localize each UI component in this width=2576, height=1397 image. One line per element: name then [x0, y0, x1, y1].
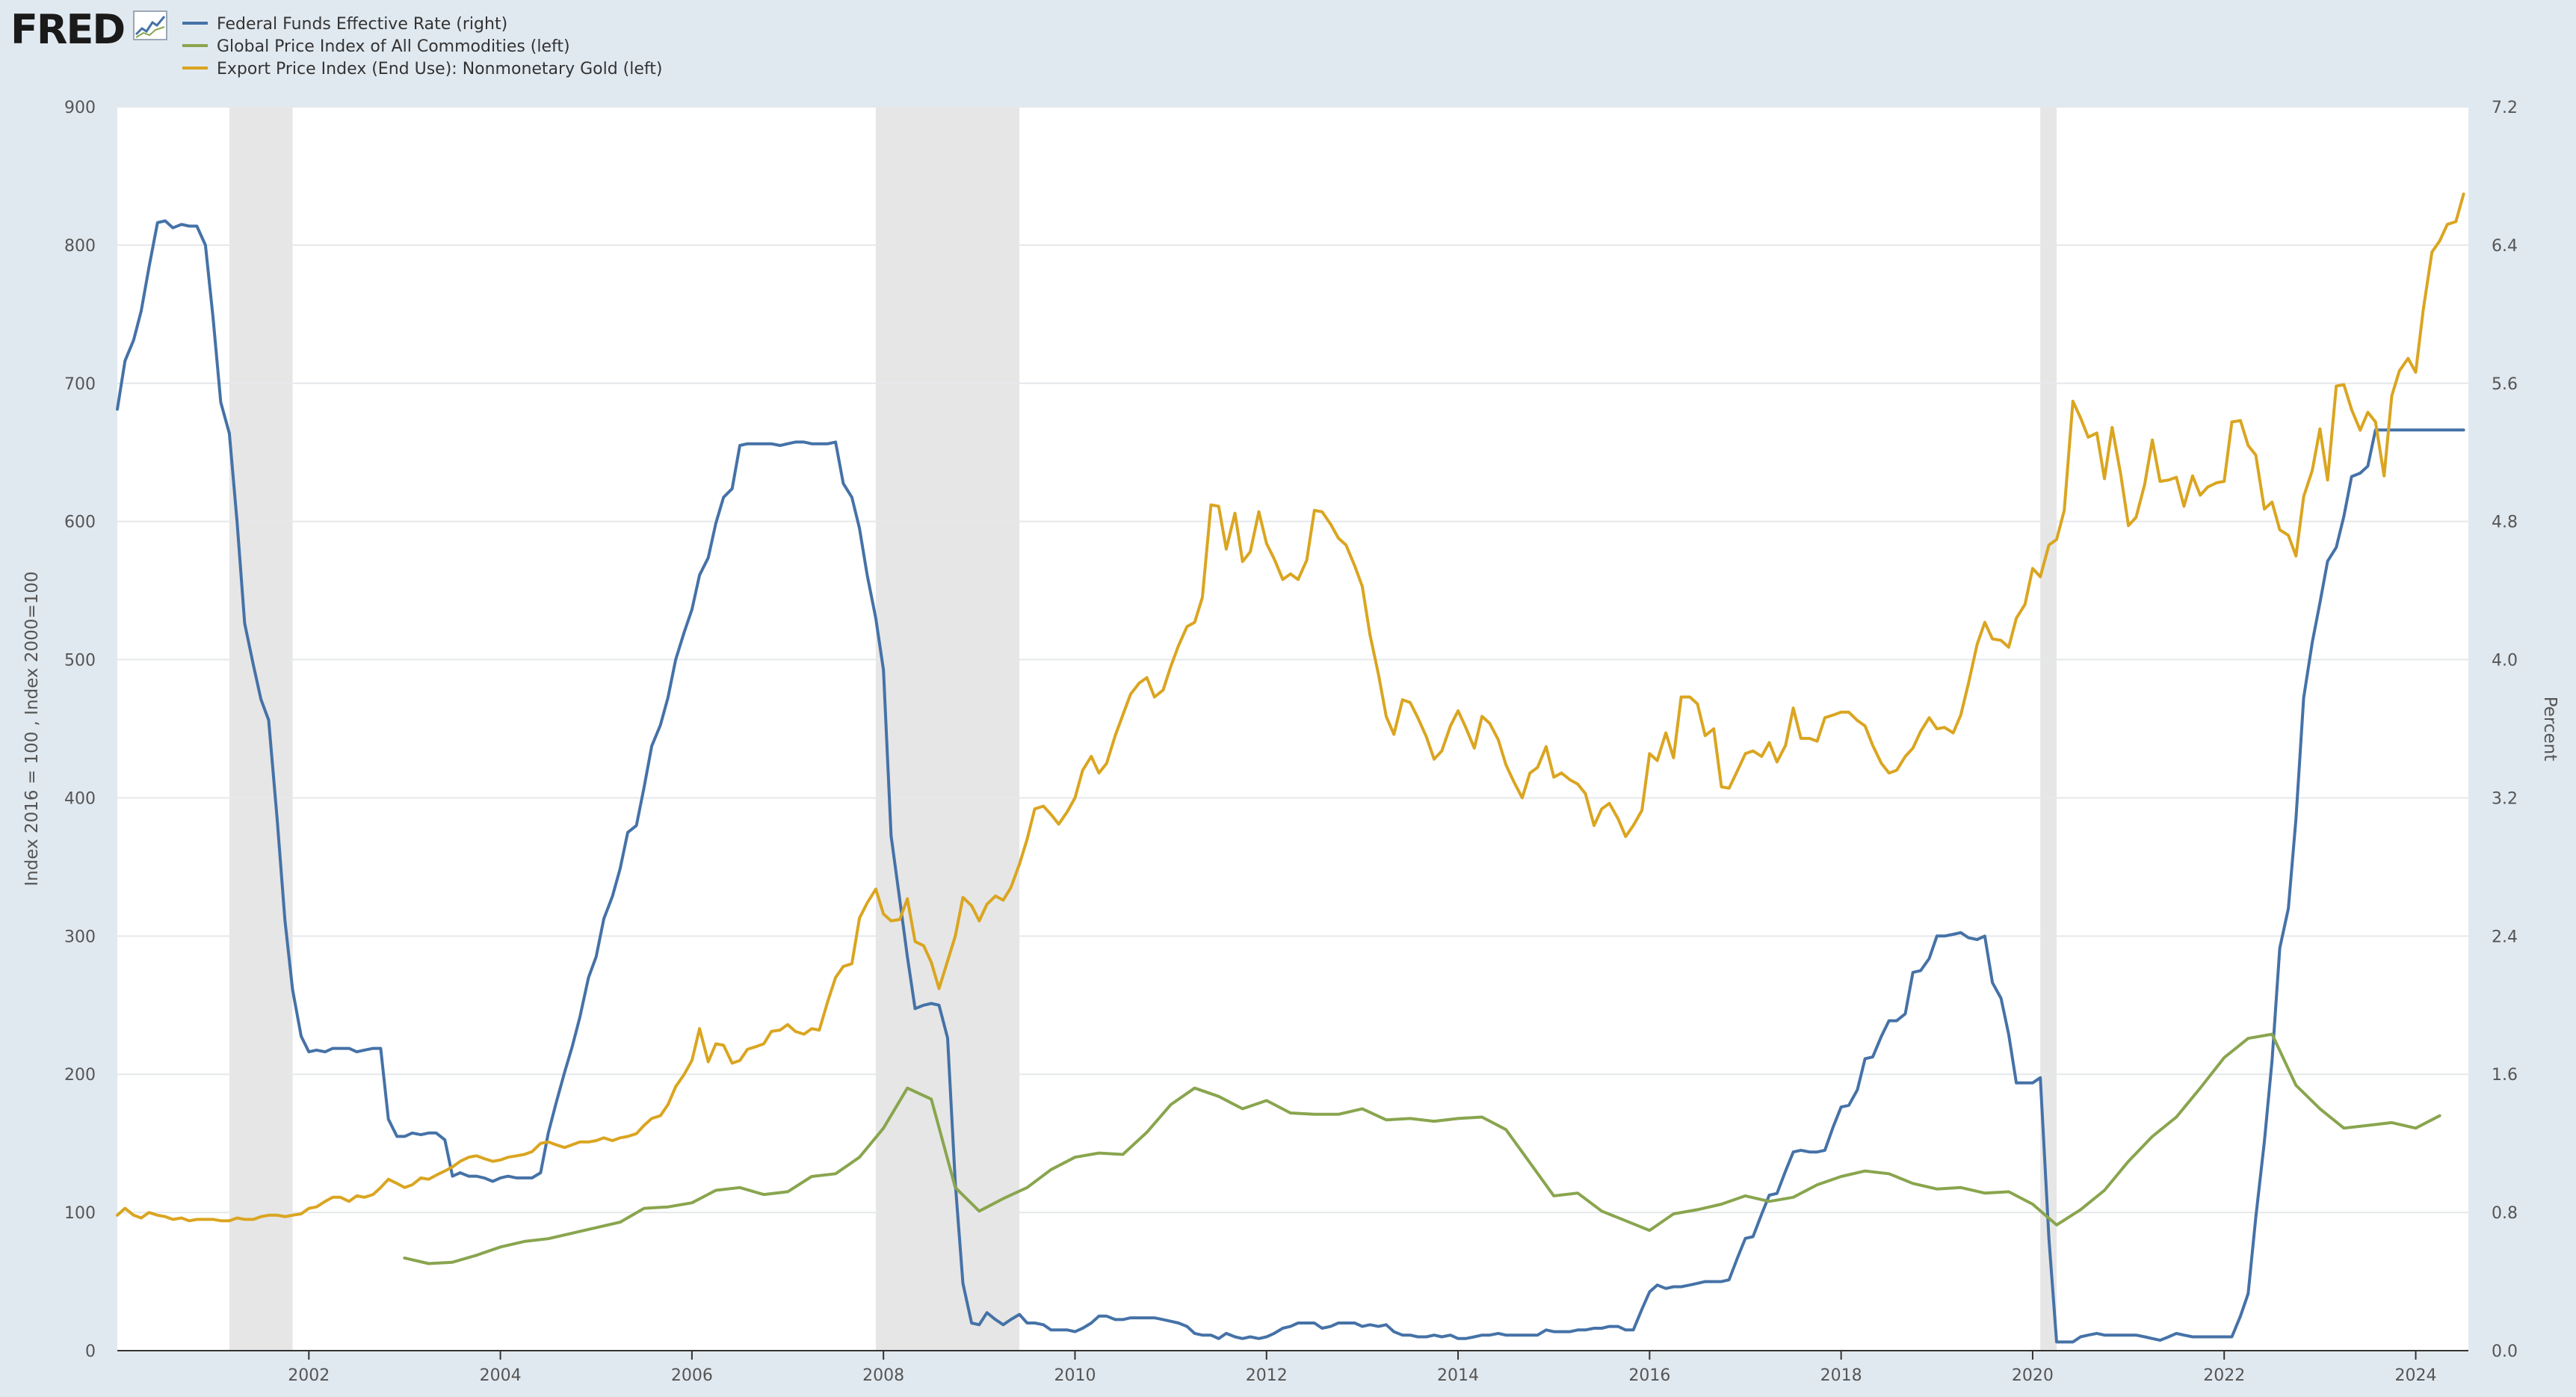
legend-label: Federal Funds Effective Rate (right)	[217, 15, 508, 34]
legend-label: Export Price Index (End Use): Nonmonetar…	[217, 60, 663, 78]
left-tick-label: 700	[64, 375, 96, 394]
legend-item[interactable]: Global Price Index of All Commodities (l…	[182, 37, 570, 56]
left-tick-label: 300	[64, 928, 96, 946]
chart-header: FRED Federal Funds Effective Rate (right…	[0, 0, 2576, 97]
right-tick-label: 1.6	[2492, 1066, 2518, 1085]
left-tick-label: 500	[64, 652, 96, 670]
left-tick-label: 900	[64, 99, 96, 117]
right-tick-label: 2.4	[2492, 928, 2518, 946]
legend-swatch	[182, 67, 208, 70]
legend-item[interactable]: Federal Funds Effective Rate (right)	[182, 15, 507, 34]
x-tick-label: 2008	[862, 1366, 904, 1385]
right-tick-label: 6.4	[2492, 237, 2518, 256]
right-tick-label: 0.0	[2492, 1342, 2518, 1361]
x-tick-label: 2010	[1054, 1366, 1096, 1385]
x-tick-label: 2020	[2012, 1366, 2054, 1385]
right-tick-label: 5.6	[2492, 375, 2518, 394]
right-tick-label: 4.8	[2492, 514, 2518, 532]
x-tick-label: 2016	[1628, 1366, 1670, 1385]
left-tick-label: 100	[64, 1204, 96, 1223]
recession-band	[875, 107, 1020, 1351]
x-tick-label: 2012	[1246, 1366, 1288, 1385]
left-tick-label: 0	[85, 1342, 96, 1361]
x-tick-label: 2014	[1437, 1366, 1479, 1385]
legend-swatch	[182, 44, 208, 47]
legend-item[interactable]: Export Price Index (End Use): Nonmonetar…	[182, 60, 662, 78]
right-tick-label: 4.0	[2492, 652, 2518, 670]
left-tick-label: 200	[64, 1066, 96, 1085]
left-tick-label: 600	[64, 514, 96, 532]
series-line	[116, 192, 2465, 1223]
right-axis-title: Percent	[2540, 697, 2560, 762]
left-axis-title: Index 2016 = 100 , Index 2000=100	[22, 571, 42, 886]
fred-logo[interactable]: FRED	[10, 6, 126, 53]
series-line	[116, 219, 2465, 1344]
plot-area	[117, 107, 2468, 1351]
x-tick-label: 2004	[480, 1366, 522, 1385]
series-line	[403, 1032, 2441, 1265]
right-tick-label: 3.2	[2492, 789, 2518, 808]
recession-band	[2040, 107, 2057, 1351]
legend-label: Global Price Index of All Commodities (l…	[217, 37, 570, 56]
x-tick-label: 2018	[1820, 1366, 1862, 1385]
x-tick-label: 2002	[288, 1366, 330, 1385]
right-tick-label: 0.8	[2492, 1204, 2518, 1223]
right-tick-label: 7.2	[2492, 99, 2518, 117]
fred-chart-icon	[133, 10, 167, 40]
x-tick-label: 2022	[2203, 1366, 2245, 1385]
x-tick-label: 2006	[671, 1366, 713, 1385]
legend-swatch	[182, 22, 208, 25]
recession-band	[229, 107, 293, 1351]
left-tick-label: 400	[64, 789, 96, 808]
left-tick-label: 800	[64, 237, 96, 256]
x-tick-label: 2024	[2395, 1366, 2437, 1385]
